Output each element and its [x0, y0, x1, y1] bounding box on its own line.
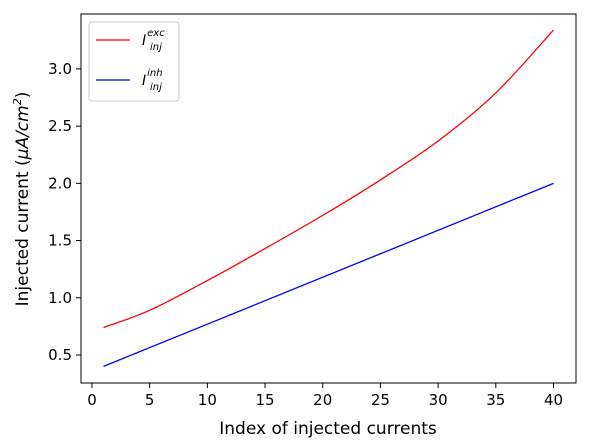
- x-tick-label: 5: [145, 391, 155, 409]
- x-tick-label: 20: [313, 391, 332, 409]
- legend: Iexc inj Iinh inj: [88, 21, 180, 102]
- x-tick-label: 15: [255, 391, 274, 409]
- x-tick-label: 10: [198, 391, 217, 409]
- x-axis-label: Index of injected currents: [219, 419, 437, 439]
- x-tick-label: 40: [544, 391, 563, 409]
- x-tick-label: 30: [429, 391, 448, 409]
- legend-box: [88, 21, 180, 102]
- series-layer: [103, 29, 554, 368]
- y-tick-label: 1.0: [48, 289, 72, 307]
- y-tick-label: 1.5: [48, 232, 72, 250]
- x-tick-label: 0: [87, 391, 97, 409]
- series-inh-line: [103, 182, 554, 368]
- legend-label-inh: Iinh inj: [142, 68, 163, 93]
- legend-label-exc: Iexc inj: [142, 28, 165, 53]
- y-tick-label: 0.5: [48, 346, 72, 364]
- y-tick-label: 3.0: [48, 60, 72, 78]
- y-axis-ticks: 0.5 1.0 1.5 2.0 2.5 3.0: [48, 60, 81, 364]
- x-tick-label: 35: [486, 391, 505, 409]
- x-tick-label: 25: [371, 391, 390, 409]
- y-axis-label: Injected current (μA/cm2): [11, 92, 33, 307]
- series-exc-line: [103, 29, 554, 329]
- plot-frame: [80, 13, 577, 384]
- x-axis-ticks: 0 5 10 15 20 25 30 35 40: [87, 383, 563, 409]
- y-tick-label: 2.5: [48, 117, 72, 135]
- y-tick-label: 2.0: [48, 174, 72, 192]
